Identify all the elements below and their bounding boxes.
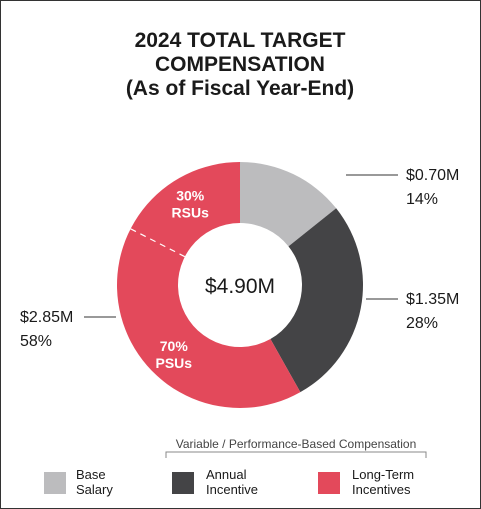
inner-label-psus-percent: 70%: [160, 338, 189, 354]
inner-label-rsus-name: RSUs: [172, 204, 210, 220]
legend-swatch-annual-incentive: [172, 472, 194, 494]
annual-incentive-value-label: $1.35M: [406, 291, 459, 308]
chart-title-line-2: COMPENSATION: [155, 53, 325, 76]
legend-swatch-long-term-incentives: [318, 472, 340, 494]
base-salary-percent-label: 14%: [406, 191, 438, 208]
legend-label-annual-incentive-line-1: Annual: [206, 467, 247, 482]
chart-title-line-1: 2024 TOTAL TARGET: [135, 29, 346, 52]
base-salary-value-label: $0.70M: [406, 167, 459, 184]
legend-label-base-salary-line-2: Salary: [76, 482, 113, 497]
slice-long-term-incentives: [117, 162, 301, 408]
chart-title-line-3: (As of Fiscal Year-End): [126, 77, 354, 100]
long-term-percent-label: 58%: [20, 333, 52, 350]
long-term-value-label: $2.85M: [20, 309, 73, 326]
variable-compensation-label: Variable / Performance-Based Compensatio…: [176, 437, 417, 451]
annual-incentive-percent-label: 28%: [406, 315, 438, 332]
legend-label-base-salary-line-1: Base: [76, 467, 106, 482]
variable-compensation-bracket: [165, 451, 427, 458]
legend-label-long-term-line-1: Long-Term: [352, 467, 414, 482]
donut-slices: [117, 162, 363, 408]
center-total-label: $4.90M: [205, 275, 275, 298]
slice-annual-incentive: [270, 208, 363, 393]
legend-label-long-term-line-2: Incentives: [352, 482, 411, 497]
inner-label-psus-name: PSUs: [155, 355, 192, 371]
donut-inner-labels: 70%PSUs 30%RSUs: [155, 187, 209, 370]
slice-base-salary: [240, 162, 337, 247]
inner-label-rsus-percent: 30%: [176, 187, 205, 203]
legend-label-annual-incentive-line-2: Incentive: [206, 482, 258, 497]
legend-swatch-base-salary: [44, 472, 66, 494]
bracket-label-background: [172, 437, 422, 451]
